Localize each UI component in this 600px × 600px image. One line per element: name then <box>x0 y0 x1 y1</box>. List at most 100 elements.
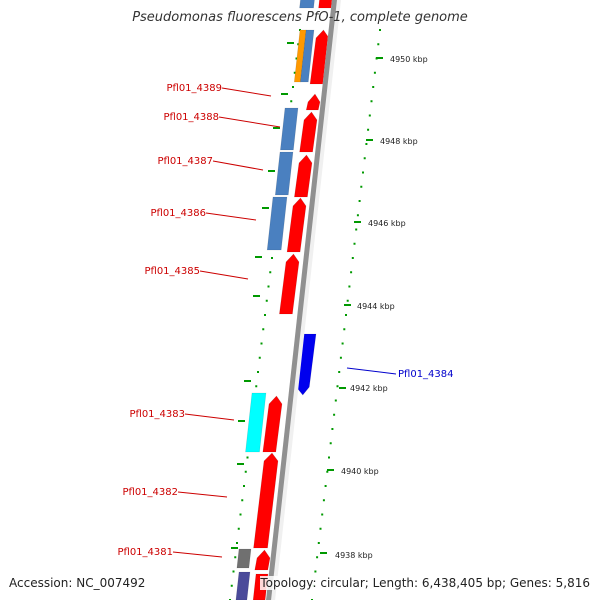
backbone-line <box>266 0 337 600</box>
ruler-tick-dot <box>379 29 381 31</box>
ruler-tick-dot <box>343 328 346 331</box>
outer-tick-dot <box>230 584 233 587</box>
accession-text: Accession: NC_007492 <box>9 576 146 590</box>
ruler-label-kbp4938: 4938 kbp <box>335 551 373 560</box>
outer-tick-dot <box>255 385 258 388</box>
ruler-tick-dot <box>333 413 336 416</box>
ruler-tick-dot <box>350 271 353 274</box>
ruler-tick-dot <box>348 285 351 288</box>
cds-cyan-feature[interactable] <box>245 392 267 453</box>
gene-label-pfl4389[interactable]: Pfl01_4389 <box>166 83 222 94</box>
forward-gene-feature[interactable] <box>262 395 283 453</box>
cds-purple-feature[interactable] <box>235 571 251 600</box>
ruler-label-kbp4940: 4940 kbp <box>341 467 379 476</box>
outer-tick-dot <box>243 485 245 487</box>
ruler-tick-dot <box>321 513 324 516</box>
ruler-tick-dot <box>329 442 332 445</box>
outer-tick-dot <box>295 57 298 60</box>
ruler-tick-dot <box>328 456 330 459</box>
ruler-tick-dot <box>322 499 325 502</box>
outer-tick-dot <box>237 527 240 530</box>
outer-tick-dot <box>262 328 265 331</box>
ruler-tick-dot <box>377 43 380 46</box>
ruler-tick-dot <box>334 399 337 402</box>
ruler-tick-dot <box>317 542 320 544</box>
ruler-tick-dot <box>362 171 364 174</box>
outer-tick-dot <box>239 513 242 516</box>
map-title: Pseudomonas fluorescens PfO-1, complete … <box>132 10 468 25</box>
major-dash <box>244 380 251 382</box>
cds-blue-feature[interactable] <box>299 0 315 9</box>
forward-gene-feature[interactable] <box>299 111 318 153</box>
outer-tick-dot <box>267 285 270 288</box>
gene-label-pfl4388[interactable]: Pfl01_4388 <box>163 112 219 123</box>
gene-label-pfl4382[interactable]: Pfl01_4382 <box>122 487 178 498</box>
forward-gene-feature[interactable] <box>294 154 313 198</box>
ruler-label-kbp4944: 4944 kbp <box>357 302 395 311</box>
forward-gene-feature[interactable] <box>305 93 321 111</box>
gene-label-leader <box>221 87 272 97</box>
gene-label-pfl4384[interactable]: Pfl01_4384 <box>398 369 454 380</box>
outer-tick-dot <box>232 570 235 573</box>
forward-gene-feature[interactable] <box>253 452 279 549</box>
gene-label-pfl4386[interactable]: Pfl01_4386 <box>150 208 206 219</box>
ruler-tick-dot <box>356 214 359 217</box>
forward-gene-feature[interactable] <box>254 549 271 571</box>
ruler-label-kbp4950: 4950 kbp <box>390 55 428 64</box>
cds-orange-feature[interactable] <box>293 29 307 83</box>
gene-label-pfl4383[interactable]: Pfl01_4383 <box>129 409 185 420</box>
ruler-tick-dot <box>316 556 319 559</box>
gene-label-leader <box>199 270 249 280</box>
major-dash <box>262 207 269 209</box>
gene-label-pfl4381[interactable]: Pfl01_4381 <box>117 547 173 558</box>
ruler-tick-dot <box>358 200 361 202</box>
ruler-dash <box>320 552 327 554</box>
ruler-tick-dot <box>368 114 371 117</box>
ruler-dash <box>344 304 351 306</box>
outer-tick-dot <box>292 86 294 88</box>
gene-label-pfl4385[interactable]: Pfl01_4385 <box>144 266 200 277</box>
backbone <box>266 0 341 600</box>
ruler-tick-dot <box>319 527 322 530</box>
outer-tick-dot <box>297 43 300 46</box>
major-dash <box>268 170 275 172</box>
major-dash <box>253 295 260 297</box>
outer-tick-dot <box>265 299 268 302</box>
ruler-tick-dot <box>372 86 375 88</box>
ruler-tick-dot <box>338 371 341 373</box>
ruler-tick-dot <box>360 185 363 188</box>
cds-blue-feature[interactable] <box>274 151 294 196</box>
major-dash <box>281 93 288 95</box>
forward-gene-feature[interactable] <box>286 197 307 253</box>
major-dash <box>231 547 238 549</box>
outer-tick-dot <box>264 314 266 316</box>
ruler-label-kbp4946: 4946 kbp <box>368 219 406 228</box>
ruler-tick-dot <box>373 71 376 74</box>
labels: Pfl01_4389 Pfl01_4388 Pfl01_4387 Pfl01_4386… <box>117 55 453 560</box>
outer-tick-dot <box>257 371 259 373</box>
ruler-dash <box>354 221 361 223</box>
gene-label-leader <box>184 413 235 421</box>
ruler-tick-dot <box>351 257 354 259</box>
ruler-tick-dot <box>353 242 356 245</box>
outer-tick-dot <box>241 499 244 502</box>
gene-label-leader <box>346 367 397 375</box>
cds-gray-feature[interactable] <box>236 548 252 569</box>
major-dash <box>237 463 244 465</box>
cds-blue-feature[interactable] <box>299 29 315 83</box>
ruler-tick-dot <box>326 470 329 473</box>
ruler-dash <box>366 139 373 141</box>
genome-summary-text: Topology: circular; Length: 6,438,405 bp… <box>260 576 590 590</box>
gene-label-pfl4387[interactable]: Pfl01_4387 <box>157 156 213 167</box>
outer-tick-dot <box>269 271 272 274</box>
cds-blue-feature[interactable] <box>266 196 288 251</box>
cds-blue-feature[interactable] <box>280 107 299 151</box>
forward-gene-feature[interactable] <box>279 253 300 315</box>
outer-tick-dot <box>244 470 247 473</box>
outer-tick-dot <box>246 456 249 459</box>
ruler-dash <box>339 387 346 389</box>
ruler-tick-dot <box>363 157 366 160</box>
ruler-label-kbp4942: 4942 kbp <box>350 384 388 393</box>
